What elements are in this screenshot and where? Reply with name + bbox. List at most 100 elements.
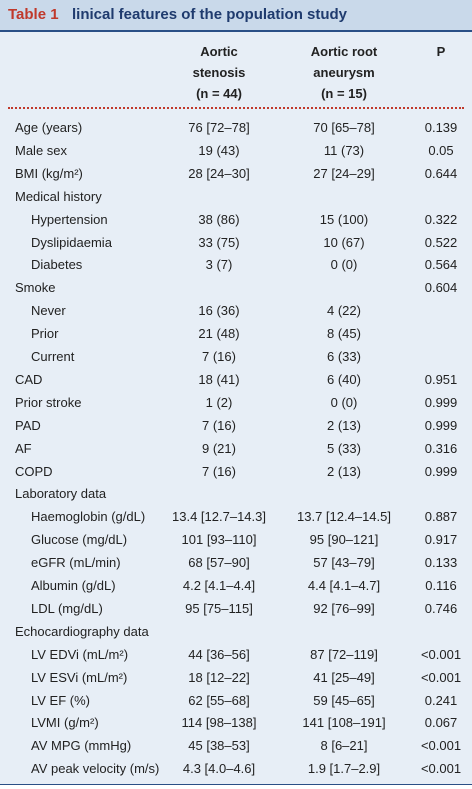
cell: 38 (86): [198, 211, 240, 227]
cell: <0.001: [420, 669, 462, 685]
cell: 0.241: [424, 692, 458, 708]
cell: 0.316: [424, 440, 458, 456]
cell: 15 (100): [319, 211, 369, 227]
column-header: Aortic root: [310, 44, 378, 59]
cell: 0.322: [424, 211, 458, 227]
cell: 7 (16): [202, 463, 236, 479]
row-sublabel: LVMI (g/m²): [31, 715, 99, 731]
column-header: stenosis: [192, 65, 246, 80]
cell: 1.9 [1.7–2.9]: [307, 761, 381, 777]
cell: 19 (43): [198, 142, 240, 158]
cell: 3 (7): [205, 257, 233, 273]
cell: 44 [36–56]: [188, 646, 250, 662]
table-body: [0, 32, 472, 785]
cell: 13.4 [12.7–14.3]: [172, 509, 266, 525]
cell: 21 (48): [198, 326, 240, 342]
header-divider: [8, 107, 464, 109]
row-label: Echocardiography data: [15, 623, 149, 639]
row-label: BMI (kg/m²): [15, 165, 83, 181]
cell: 0.999: [424, 463, 458, 479]
cell: 0.644: [424, 165, 458, 181]
row-label: Medical history: [15, 188, 102, 204]
cell: 28 [24–30]: [188, 165, 250, 181]
cell: 101 [93–110]: [181, 532, 257, 548]
cell: 45 [38–53]: [188, 738, 250, 754]
cell: 0.139: [424, 120, 458, 135]
row-sublabel: eGFR (mL/min): [31, 555, 121, 571]
cell: 141 [108–191]: [302, 715, 386, 731]
column-header: P: [436, 44, 446, 59]
cell: 0.999: [424, 394, 458, 410]
column-header: aneurysm: [313, 65, 375, 80]
title-bar: Table 1 linical features of the populati…: [0, 0, 472, 32]
cell: 7 (16): [202, 349, 236, 364]
cell: 0.917: [424, 532, 458, 548]
row-label: CAD: [15, 371, 43, 387]
table-number: Table 1: [8, 6, 59, 23]
row-label: AF: [15, 440, 32, 456]
cell: <0.001: [420, 761, 462, 777]
cell: 0.999: [424, 417, 458, 433]
row-sublabel: Glucose (mg/dL): [31, 532, 128, 548]
cell: 41 [25–49]: [313, 669, 375, 685]
cell: 57 [43–79]: [313, 555, 375, 571]
row-sublabel: Current: [31, 349, 75, 364]
cell: 9 (21): [202, 440, 236, 456]
cell: 92 [76–99]: [313, 600, 375, 616]
row-sublabel: Haemoglobin (g/dL): [31, 509, 146, 525]
column-header: Aortic: [200, 44, 238, 59]
cell: 95 [75–115]: [185, 600, 253, 616]
row-label: COPD: [15, 463, 53, 479]
cell: 0.951: [424, 371, 458, 387]
cell: 13.7 [12.4–14.5]: [297, 509, 391, 525]
cell: 11 (73): [323, 142, 365, 158]
cell: <0.001: [420, 646, 462, 662]
row-sublabel: AV MPG (mmHg): [31, 738, 132, 754]
row-label: PAD: [15, 417, 41, 433]
cell: 16 (36): [198, 303, 240, 319]
row-label: Prior stroke: [15, 394, 82, 410]
cell: 10 (67): [323, 234, 365, 250]
cell: 27 [24–29]: [313, 165, 375, 181]
cell: 18 (41): [198, 371, 240, 387]
cell: <0.001: [420, 738, 462, 754]
cell: 0.067: [424, 715, 458, 731]
cell: 0.746: [424, 600, 458, 616]
cell: 59 [45–65]: [313, 692, 375, 708]
row-sublabel: Dyslipidaemia: [31, 234, 112, 250]
cell: 95 [90–121]: [309, 532, 379, 548]
table-title: linical features of the population study: [72, 6, 348, 23]
cell: 0 (0): [330, 394, 358, 410]
row-label: Male sex: [15, 142, 68, 158]
row-sublabel: LV EDVi (mL/m²): [31, 646, 129, 662]
cell: 0.564: [424, 257, 458, 273]
row-sublabel: Hypertension: [31, 211, 108, 227]
cell: 2 (13): [327, 417, 361, 433]
cell: 4.4 [4.1–4.7]: [307, 578, 381, 593]
cell: 8 [6–21]: [320, 738, 368, 754]
cell: 6 (33): [327, 349, 361, 364]
row-sublabel: LDL (mg/dL): [31, 600, 103, 616]
row-sublabel: Diabetes: [31, 257, 83, 273]
row-sublabel: LV EF (%): [31, 692, 90, 708]
cell: 0.116: [425, 578, 457, 593]
cell: 0.133: [424, 555, 458, 571]
cell: 62 [55–68]: [188, 692, 250, 708]
cell: 6 (40): [327, 371, 361, 387]
row-label: Smoke: [15, 280, 56, 296]
cell: 87 [72–119]: [310, 646, 378, 662]
cell: 8 (45): [327, 326, 361, 342]
cell: 68 [57–90]: [188, 555, 250, 571]
cell: 76 [72–78]: [188, 120, 250, 135]
cell: 5 (33): [327, 440, 361, 456]
cell: 18 [12–22]: [188, 669, 250, 685]
cell: 1 (2): [205, 394, 233, 410]
column-header: (n = 44): [196, 86, 242, 101]
cell: 7 (16): [202, 417, 236, 433]
cell: 0.522: [424, 234, 458, 250]
cell: 2 (13): [327, 463, 361, 479]
cell: 70 [65–78]: [313, 120, 375, 135]
row-sublabel: Prior: [31, 326, 59, 342]
column-header: (n = 15): [321, 86, 367, 101]
row-sublabel: Never: [31, 303, 66, 319]
